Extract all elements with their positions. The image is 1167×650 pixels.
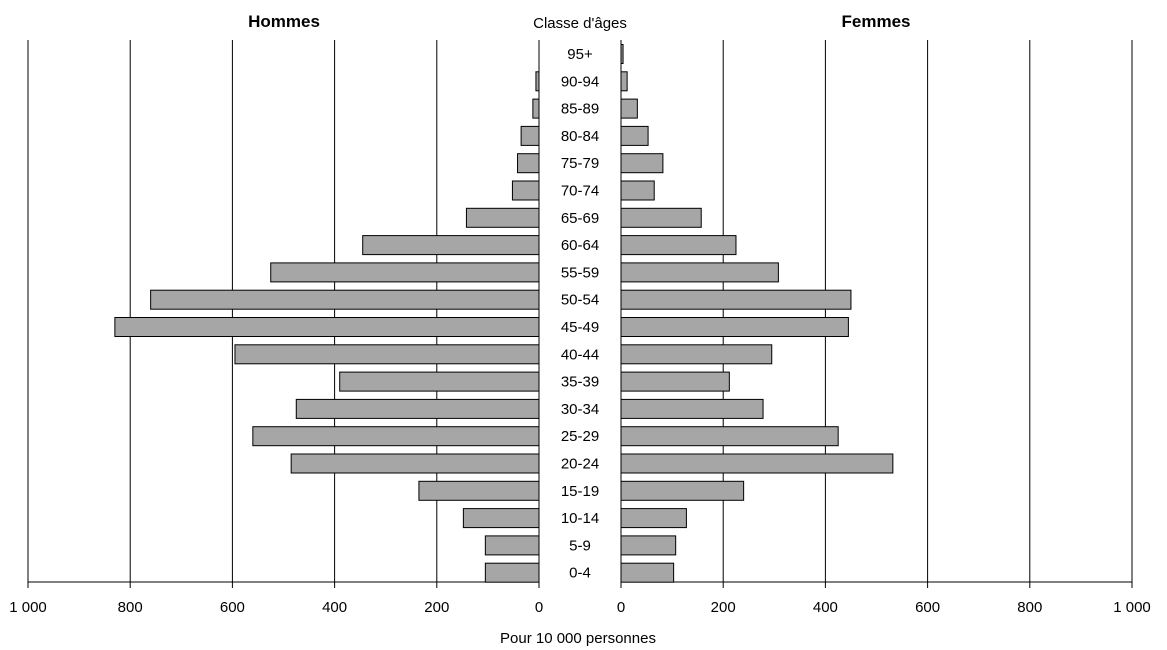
age-label-5-9: 5-9 [569,537,591,554]
bar-femmes-30-34 [620,398,764,419]
right-tick-label-1 000: 1 000 [1113,599,1151,616]
bar-hommes-85-89 [532,98,540,119]
bar-femmes-90-94 [620,71,628,92]
bar-femmes-0-4 [620,562,675,583]
bar-hommes-5-9 [484,535,540,556]
bar-hommes-0-4 [484,562,540,583]
bar-femmes-70-74 [620,180,655,201]
age-label-65-69: 65-69 [561,210,599,227]
bar-hommes-30-34 [295,398,540,419]
age-label-80-84: 80-84 [561,128,599,145]
age-label-10-14: 10-14 [561,510,599,527]
age-label-50-54: 50-54 [561,292,599,309]
bar-femmes-40-44 [620,344,773,365]
age-label-30-34: 30-34 [561,401,599,418]
bar-femmes-85-89 [620,98,638,119]
right-tick-label-200: 200 [711,599,736,616]
bar-hommes-40-44 [234,344,540,365]
left-tick-label-400: 400 [322,599,347,616]
center-title: Classe d'âges [533,15,627,32]
age-label-85-89: 85-89 [561,101,599,118]
left-tick-label-800: 800 [118,599,143,616]
bar-hommes-80-84 [520,125,540,146]
age-label-25-29: 25-29 [561,428,599,445]
bar-hommes-60-64 [362,235,540,256]
age-label-95+: 95+ [567,46,593,63]
bar-hommes-15-19 [418,480,540,501]
bar-hommes-75-79 [517,153,540,174]
age-label-60-64: 60-64 [561,237,599,254]
right-title: Femmes [842,12,911,31]
bar-femmes-75-79 [620,153,664,174]
bar-femmes-45-49 [620,317,849,337]
age-label-90-94: 90-94 [561,73,599,90]
age-label-0-4: 0-4 [569,565,591,582]
right-tick-label-400: 400 [813,599,838,616]
bar-femmes-5-9 [620,535,677,556]
bar-hommes-70-74 [511,180,540,201]
bar-femmes-55-59 [620,262,779,283]
bar-femmes-20-24 [620,453,894,474]
bar-femmes-80-84 [620,125,649,146]
x-axis-label: Pour 10 000 personnes [500,630,656,647]
bar-hommes-65-69 [465,207,540,228]
bar-hommes-35-39 [339,371,540,392]
x-tick-labels-layer: 0 0 200 200 400 400 600 600 800 800 1 000 1 000 [9,599,1151,616]
age-labels-layer: 95+ 90-94 85-89 80-84 75-79 70-74 65-69 60-64 55… [561,46,599,582]
age-label-40-44: 40-44 [561,346,599,363]
right-tick-label-800: 800 [1017,599,1042,616]
bar-hommes-25-29 [252,426,540,447]
left-tick-label-600: 600 [220,599,245,616]
bars-layer [114,44,894,583]
age-label-75-79: 75-79 [561,155,599,172]
age-label-55-59: 55-59 [561,264,599,281]
bar-hommes-20-24 [290,453,540,474]
age-label-35-39: 35-39 [561,374,599,391]
bar-femmes-50-54 [620,289,852,310]
grid-layer [27,40,1133,588]
bar-femmes-15-19 [620,480,745,501]
bar-hommes-50-54 [150,289,540,310]
age-label-45-49: 45-49 [561,319,599,336]
right-tick-label-0: 0 [617,599,625,616]
bar-femmes-35-39 [620,371,730,392]
bar-hommes-45-49 [114,317,540,337]
left-tick-label-0: 0 [535,599,543,616]
bar-hommes-10-14 [462,508,540,529]
age-label-15-19: 15-19 [561,483,599,500]
age-label-20-24: 20-24 [561,456,599,473]
left-tick-label-200: 200 [424,599,449,616]
age-label-70-74: 70-74 [561,183,599,200]
right-tick-label-600: 600 [915,599,940,616]
bar-femmes-65-69 [620,207,702,228]
bar-hommes-55-59 [270,262,540,283]
bar-femmes-60-64 [620,235,737,256]
bar-femmes-10-14 [620,508,687,529]
bar-femmes-95+ [620,44,624,64]
left-tick-label-1 000: 1 000 [9,599,47,616]
bar-femmes-25-29 [620,426,839,447]
left-title: Hommes [248,12,320,31]
bar-hommes-90-94 [535,71,540,92]
